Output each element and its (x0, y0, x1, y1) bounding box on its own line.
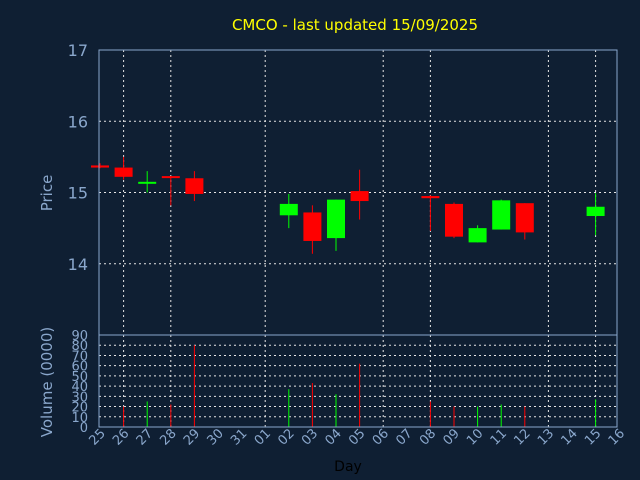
day-tick-label: 29 (181, 426, 203, 448)
day-tick-label: 06 (370, 426, 392, 448)
chart-title: CMCO - last updated 15/09/2025 (232, 16, 478, 34)
day-tick-label: 30 (205, 426, 227, 448)
price-tick-label: 15 (68, 184, 88, 203)
day-tick-label: 05 (346, 426, 368, 448)
price-tick-label: 14 (68, 255, 88, 274)
day-tick-label: 11 (488, 426, 510, 448)
candle-body (279, 203, 298, 216)
candle-body (161, 176, 180, 179)
candle-body (350, 191, 369, 202)
volume-axis-label: Volume (0000) (38, 327, 56, 437)
candle-09 (445, 202, 463, 239)
candle-body (91, 165, 109, 168)
volume-tick-label: 80 (71, 339, 88, 354)
day-tick-label: 03 (299, 426, 321, 448)
candle-03 (303, 205, 322, 254)
day-tick-label: 04 (323, 426, 345, 448)
volume-tick-label: 70 (71, 349, 88, 364)
candle-08 (421, 195, 440, 231)
price-tick-label: 17 (68, 41, 88, 60)
volume-tick-label: 50 (71, 370, 88, 385)
candle-body (303, 212, 322, 241)
volume-panel-frame (98, 334, 618, 428)
price-tick-label: 16 (68, 112, 88, 131)
candle-15 (586, 193, 605, 236)
candles (91, 156, 605, 254)
price-axis-label: Price (38, 175, 56, 212)
volume-tick-label: 30 (71, 390, 88, 405)
candle-05 (350, 169, 369, 220)
volume-tick-label: 60 (71, 360, 88, 375)
day-tick-label: 16 (606, 426, 628, 448)
candle-04 (327, 199, 345, 251)
day-axis-ticks: 25 26 27 28 29 30 31 01 02 03 04 05 06 07 08 09 10 11 12 13… (87, 426, 629, 448)
candle-29 (185, 171, 204, 202)
candle-02 (279, 193, 298, 229)
candle-11 (492, 199, 511, 230)
candle-12 (515, 203, 534, 240)
candle-body (468, 228, 487, 243)
day-tick-label: 13 (535, 426, 557, 448)
volume-tick-label: 90 (71, 329, 88, 344)
volume-gridlines (99, 334, 617, 428)
volume-tick-label: 0 (80, 421, 88, 436)
candle-body (515, 203, 534, 233)
candle-body (114, 167, 133, 177)
candle-body (445, 203, 463, 237)
candle-28 (161, 176, 180, 206)
day-tick-label: 15 (582, 426, 604, 448)
day-tick-label: 02 (275, 426, 297, 448)
price-axis-ticks: 14 15 16 17 (68, 41, 88, 274)
candle-body (492, 200, 511, 230)
day-tick-label: 27 (134, 426, 156, 448)
volume-bars (123, 345, 597, 427)
candle-body (421, 196, 440, 199)
volume-tick-label: 10 (71, 411, 88, 426)
candle-body (327, 199, 345, 239)
volume-tick-label: 20 (71, 401, 88, 416)
candle-body (138, 181, 157, 184)
day-tick-label: 26 (110, 426, 132, 448)
day-tick-label: 25 (87, 426, 109, 448)
day-tick-label: 09 (441, 426, 463, 448)
candle-27 (138, 171, 157, 193)
day-tick-label: 28 (157, 426, 179, 448)
day-tick-label: 31 (228, 426, 250, 448)
candle-10 (468, 225, 487, 243)
day-tick-label: 01 (252, 426, 274, 448)
day-axis-label: Day (334, 459, 362, 475)
candle-body (586, 206, 605, 217)
day-tick-label: 07 (393, 426, 415, 448)
day-tick-label: 08 (417, 426, 439, 448)
day-tick-label: 10 (464, 426, 486, 448)
candle-body (185, 178, 204, 194)
candle-26 (114, 156, 133, 180)
day-tick-label: 14 (559, 426, 581, 448)
volume-tick-label: 40 (71, 380, 88, 395)
candle-25 (91, 163, 109, 169)
day-tick-label: 12 (511, 426, 533, 448)
